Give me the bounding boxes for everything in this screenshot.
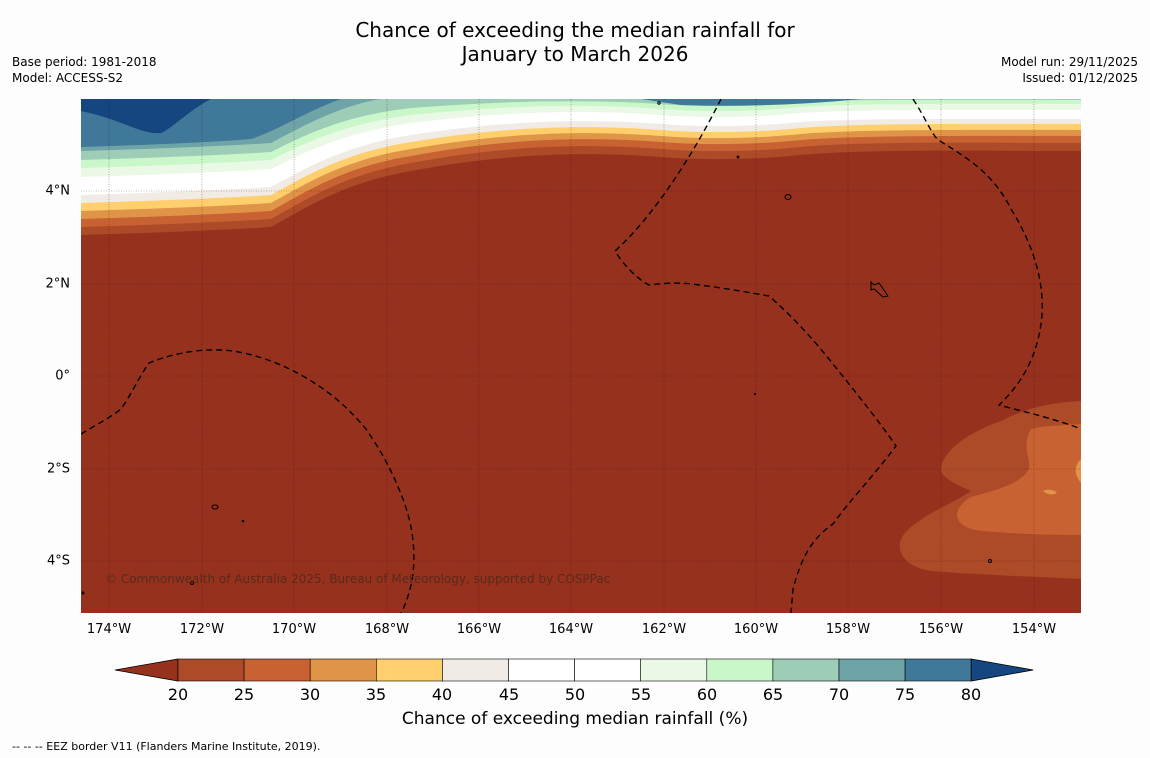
colorbar-tick: 35 <box>365 685 387 704</box>
colorbar-segment <box>574 658 642 682</box>
colorbar-tick: 50 <box>564 685 586 704</box>
copyright-notice: © Commonwealth of Australia 2025, Bureau… <box>105 572 611 586</box>
colorbar-segment <box>177 658 245 682</box>
colorbar-segment <box>904 658 972 682</box>
model-run: Model run: 29/11/2025 <box>1000 55 1138 69</box>
colorbar-tick: 80 <box>960 685 982 704</box>
lon-label: 160°W <box>733 622 779 637</box>
model-name: Model: ACCESS-S2 <box>12 71 124 85</box>
colorbar-tick: 30 <box>299 685 321 704</box>
colorbar-tick: 45 <box>498 685 520 704</box>
graticule <box>81 99 1081 613</box>
colorbar-tick: 40 <box>431 685 453 704</box>
lon-label: 168°W <box>364 622 410 637</box>
northern-bands <box>81 99 1081 235</box>
lon-label: 162°W <box>641 622 687 637</box>
lat-label-4N: 4°N <box>45 183 71 199</box>
base-period: Base period: 1981-2018 <box>12 55 157 69</box>
colorbar-tick: 20 <box>167 685 189 704</box>
meta-left: Base period: 1981-2018 Model: ACCESS-S2 <box>12 54 157 86</box>
lon-label: 174°W <box>86 622 132 637</box>
islands <box>81 101 992 595</box>
lon-label: 172°W <box>179 622 225 637</box>
lon-label: 166°W <box>456 622 502 637</box>
colorbar-segment <box>838 658 906 682</box>
lon-label: 156°W <box>918 622 964 637</box>
colorbar-segment <box>243 658 311 682</box>
title-line-2: January to March 2026 <box>461 42 689 66</box>
colorbar-tick: 65 <box>762 685 784 704</box>
map-panel <box>81 99 1081 613</box>
lon-label: 170°W <box>271 622 317 637</box>
colorbar-label: Chance of exceeding median rainfall (%) <box>401 709 749 729</box>
colorbar-segment <box>309 658 377 682</box>
colorbar-tick: 55 <box>630 685 652 704</box>
lon-label: 158°W <box>825 622 871 637</box>
eez-borders <box>81 99 1081 613</box>
colorbar-segment <box>772 658 840 682</box>
colorbar-segment <box>442 658 509 682</box>
lat-label-4S: 4°S <box>46 553 70 569</box>
meta-right: Model run: 29/11/2025 Issued: 01/12/2025 <box>1001 54 1138 86</box>
colorbar-segment <box>706 658 774 682</box>
lat-label-2N: 2°N <box>45 276 71 292</box>
colorbar-tick: 25 <box>233 685 255 704</box>
eez-legend: -- -- -- EEZ border V11 (Flanders Marine… <box>12 740 321 753</box>
colorbar-segment <box>640 658 708 682</box>
colorbar-tick: 75 <box>894 685 916 704</box>
colorbar-arrow-low <box>114 658 179 682</box>
lon-label: 154°W <box>1011 622 1057 637</box>
colorbar-segment <box>508 658 575 682</box>
southeast-region <box>899 401 1081 579</box>
chart-title: Chance of exceeding the median rainfall … <box>0 18 1150 66</box>
title-line-1: Chance of exceeding the median rainfall … <box>355 18 795 42</box>
lon-label: 164°W <box>548 622 594 637</box>
colorbar-segment <box>375 658 443 682</box>
lat-label-0: 0° <box>55 368 70 384</box>
colorbar-arrow-high <box>970 658 1034 682</box>
colorbar <box>114 658 1034 682</box>
colorbar-tick: 70 <box>828 685 850 704</box>
lat-label-2S: 2°S <box>46 461 70 477</box>
issued-date: Issued: 01/12/2025 <box>1022 71 1138 85</box>
colorbar-tick: 60 <box>696 685 718 704</box>
